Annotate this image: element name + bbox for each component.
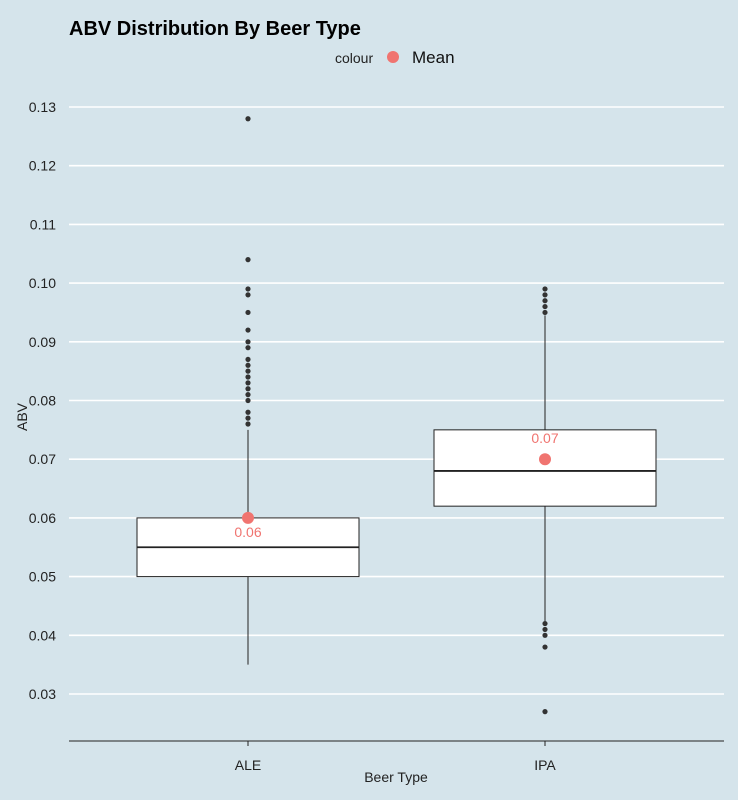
outlier-point <box>542 644 548 650</box>
y-axis-ticks: 0.03 0.04 0.05 0.06 0.07 0.08 0.09 0.10 0.11 0.12… <box>29 99 56 702</box>
y-tick-label: 0.04 <box>29 627 56 643</box>
outlier-point <box>542 632 548 638</box>
outlier-point <box>245 345 251 351</box>
outlier-point <box>245 380 251 386</box>
legend-title: colour <box>335 50 373 66</box>
legend-mean-marker <box>387 51 399 63</box>
y-tick-label: 0.11 <box>30 216 56 232</box>
x-axis-title: Beer Type <box>364 769 428 785</box>
box-ale: 0.06 <box>136 116 360 665</box>
outlier-point <box>542 709 548 715</box>
outlier-point <box>245 368 251 374</box>
x-axis-ticks: ALE IPA <box>235 741 556 773</box>
outlier-point <box>542 309 548 316</box>
mean-marker <box>242 511 254 524</box>
plot-area: 0.06 0.07 <box>136 116 657 715</box>
outlier-point <box>245 257 251 263</box>
mean-label: 0.07 <box>531 430 558 446</box>
y-tick-label: 0.09 <box>29 334 56 350</box>
outlier-point <box>245 386 251 392</box>
outlier-point <box>245 421 251 427</box>
y-tick-label: 0.07 <box>29 451 56 467</box>
y-tick-label: 0.12 <box>29 158 56 174</box>
y-tick-label: 0.10 <box>29 275 56 291</box>
mean-label: 0.06 <box>234 524 261 540</box>
outlier-point <box>245 374 251 380</box>
x-tick-label: IPA <box>534 757 556 773</box>
outlier-point <box>245 292 251 298</box>
legend: colour Mean <box>335 48 455 67</box>
grid-lines <box>69 106 724 695</box>
outlier-point <box>245 309 251 316</box>
mean-marker <box>539 453 551 466</box>
outlier-point <box>245 286 251 292</box>
y-axis-title: ABV <box>14 402 30 431</box>
y-tick-label: 0.06 <box>29 510 56 526</box>
outlier-point <box>245 392 251 398</box>
chart-title: ABV Distribution By Beer Type <box>69 18 361 40</box>
outlier-point <box>245 409 251 415</box>
outlier-point <box>542 626 548 633</box>
iqr-box <box>433 429 657 507</box>
outlier-point <box>245 339 251 345</box>
box-ipa: 0.07 <box>433 286 657 715</box>
outlier-point <box>245 362 251 368</box>
y-tick-label: 0.03 <box>29 686 56 702</box>
y-tick-label: 0.05 <box>29 569 56 585</box>
outlier-point <box>542 292 548 298</box>
outlier-point <box>542 286 548 292</box>
outlier-point <box>245 327 251 333</box>
legend-label: Mean <box>412 48 455 67</box>
outlier-point <box>542 620 548 627</box>
outlier-point <box>245 116 251 122</box>
outlier-point <box>245 415 251 421</box>
outlier-point <box>542 298 548 304</box>
outlier-point <box>245 397 251 404</box>
outlier-point <box>542 303 548 310</box>
outlier-point <box>245 356 251 363</box>
y-tick-label: 0.08 <box>29 393 56 409</box>
y-tick-label: 0.13 <box>29 99 56 115</box>
x-tick-label: ALE <box>235 757 261 773</box>
